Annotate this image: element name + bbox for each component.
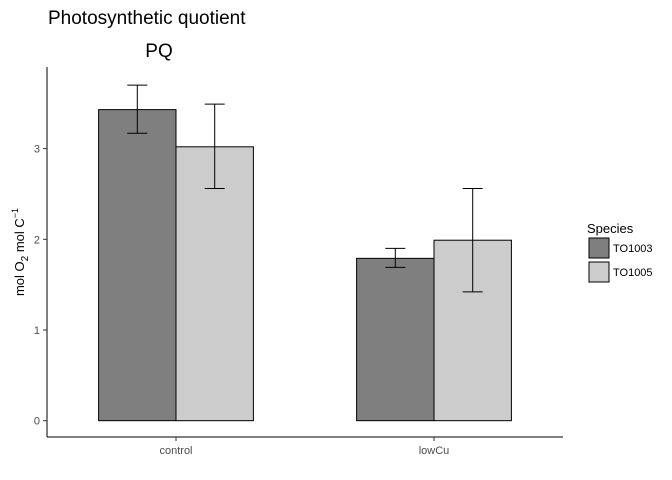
legend-key-TO1005 (588, 261, 610, 283)
y-tick-label: 3 (34, 144, 40, 156)
bar-TO1005-control (175, 146, 254, 422)
chart-subtitle: PQ (145, 41, 172, 62)
legend-title: Species (587, 221, 634, 236)
axes: 0 1 2 3 control lowCu (34, 67, 563, 457)
bar-TO1003-lowCu (356, 257, 435, 422)
error-bars (127, 84, 483, 293)
x-tick-label: lowCu (419, 445, 450, 457)
legend-key-TO1003 (588, 237, 610, 259)
y-tick-label: 2 (34, 234, 40, 246)
legend: Species TO1003 TO1005 (587, 221, 653, 283)
y-axis-title-subscript: 2 (20, 255, 31, 261)
x-tick-label: control (159, 445, 192, 457)
y-axis-title: mol O2 mol C−1 (10, 208, 31, 296)
bar-TO1003-control (98, 109, 177, 422)
y-tick-label: 1 (34, 325, 40, 337)
y-axis-title-main-2: mol C (12, 218, 27, 256)
y-axis-title-superscript: −1 (10, 208, 20, 218)
legend-label-TO1003: TO1003 (613, 243, 653, 255)
bars (98, 109, 512, 422)
y-tick-label: 0 (34, 416, 40, 428)
y-axis-title-main-1: mol O (12, 261, 27, 296)
legend-label-TO1005: TO1005 (613, 267, 653, 279)
chart-title: Photosynthetic quotient (48, 8, 246, 29)
